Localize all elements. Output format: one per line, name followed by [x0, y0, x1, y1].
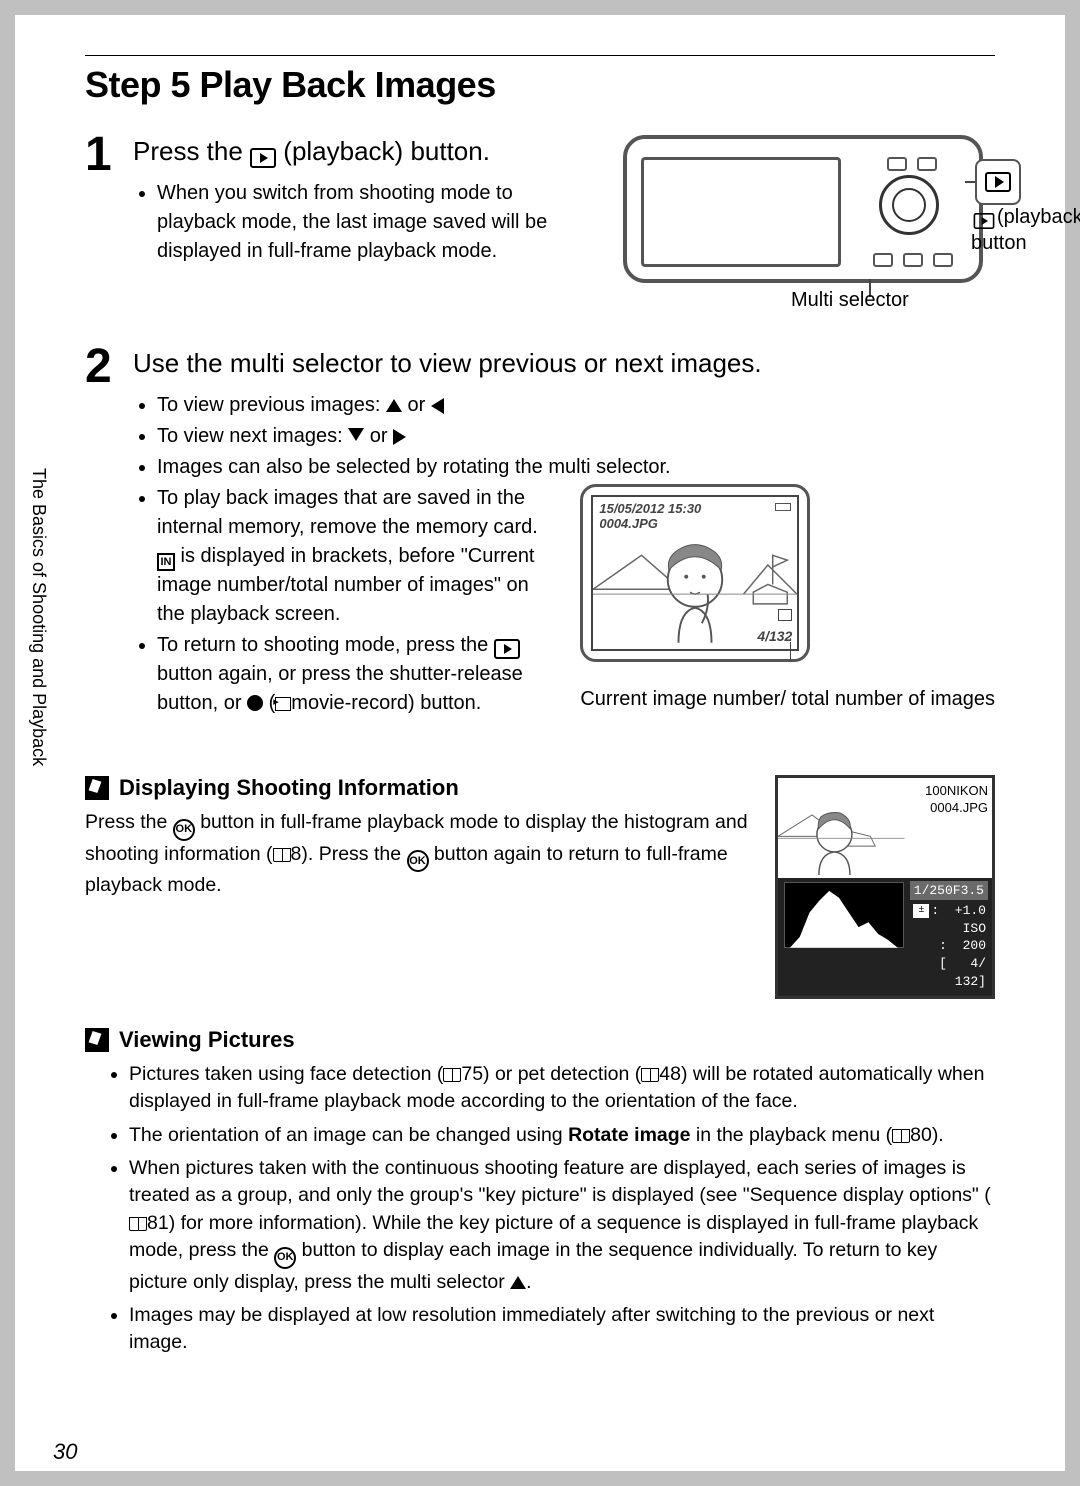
up-arrow-icon	[386, 399, 402, 412]
internal-memory-icon: IN	[157, 553, 175, 571]
info-title: Displaying Shooting Information	[119, 775, 459, 801]
step2-bullet: To return to shooting mode, press the bu…	[157, 631, 560, 718]
histogram-panel: 100NIKON 0004.JPG 1/250F3.5 ±: +1.0	[775, 775, 995, 999]
manual-page: The Basics of Shooting and Playback Step…	[15, 15, 1065, 1471]
up-arrow-icon	[510, 1276, 526, 1289]
movie-icon	[275, 697, 291, 711]
playback-screen-diagram: 15/05/2012 15:300004.JPG 4/132	[580, 484, 995, 713]
playback-icon	[985, 172, 1011, 192]
info2-bullet: When pictures taken with the continuous …	[129, 1155, 995, 1296]
page-ref-icon	[129, 1217, 147, 1231]
info-body: Press the OK button in full-frame playba…	[85, 809, 755, 900]
pb-count: 4/132	[757, 628, 792, 644]
info2-bullet: The orientation of an image can be chang…	[129, 1122, 995, 1149]
page-number: 30	[53, 1439, 77, 1465]
step2-bullet: To view next images: or	[157, 422, 995, 451]
section-tab: The Basics of Shooting and Playback	[15, 445, 49, 775]
info-title: Viewing Pictures	[119, 1027, 295, 1053]
battery-icon	[775, 503, 791, 511]
label-playback-button: (playback) button	[971, 205, 1080, 256]
left-arrow-icon	[431, 398, 444, 414]
page-ref-icon	[443, 1068, 461, 1082]
pb-date: 15/05/2012 15:30	[599, 501, 701, 516]
note-icon	[85, 776, 109, 800]
pb-file: 0004.JPG	[599, 516, 658, 531]
ok-icon: OK	[173, 819, 195, 841]
ok-icon: OK	[274, 1247, 296, 1269]
note-icon	[85, 1028, 109, 1052]
step-1-heading: Press the (playback) button.	[133, 135, 595, 169]
histo-folder: 100NIKON	[925, 782, 988, 800]
page-ref-icon	[892, 1129, 910, 1143]
pb-caption: Current image number/ total number of im…	[580, 686, 995, 713]
step-number: 1	[85, 131, 133, 325]
record-dot-icon	[247, 695, 263, 711]
step-2: 2 Use the multi selector to view previou…	[85, 343, 995, 720]
step2-bullet: Images can also be selected by rotating …	[157, 453, 995, 482]
label-multi-selector: Multi selector	[791, 289, 909, 312]
down-arrow-icon	[348, 428, 364, 441]
step-2-heading: Use the multi selector to view previous …	[133, 347, 995, 381]
info-viewing-pictures: Viewing Pictures Pictures taken using fa…	[85, 1027, 995, 1356]
step1-bullet: When you switch from shooting mode to pl…	[157, 179, 595, 266]
playback-icon	[494, 639, 520, 659]
histogram-readout: 1/250F3.5 ±: +1.0 ISO : 200 [ 4/ 132]	[910, 882, 986, 990]
playback-icon	[250, 148, 276, 168]
histo-file: 0004.JPG	[925, 799, 988, 817]
page-ref-icon	[273, 848, 291, 862]
step2-bullet: To view previous images: or	[157, 391, 995, 420]
step1-head-pre: Press the	[133, 136, 250, 166]
right-arrow-icon	[393, 429, 406, 445]
info2-bullet: Pictures taken using face detection (75)…	[129, 1061, 995, 1116]
histogram-chart	[784, 882, 904, 948]
page-ref-icon	[641, 1068, 659, 1082]
info-displaying-shooting: Displaying Shooting Information Press th…	[85, 775, 995, 999]
page-title: Step 5 Play Back Images	[85, 55, 995, 106]
step-1: 1 Press the (playback) button. When you …	[85, 131, 995, 325]
camera-diagram: Multi selector (playback) button	[615, 135, 995, 325]
step1-head-post: (playback) button.	[276, 136, 490, 166]
step2-bullet: To play back images that are saved in th…	[157, 484, 560, 629]
info2-bullet: Images may be displayed at low resolutio…	[129, 1302, 995, 1357]
step-number: 2	[85, 343, 133, 720]
card-icon	[778, 609, 792, 621]
ok-icon: OK	[407, 850, 429, 872]
